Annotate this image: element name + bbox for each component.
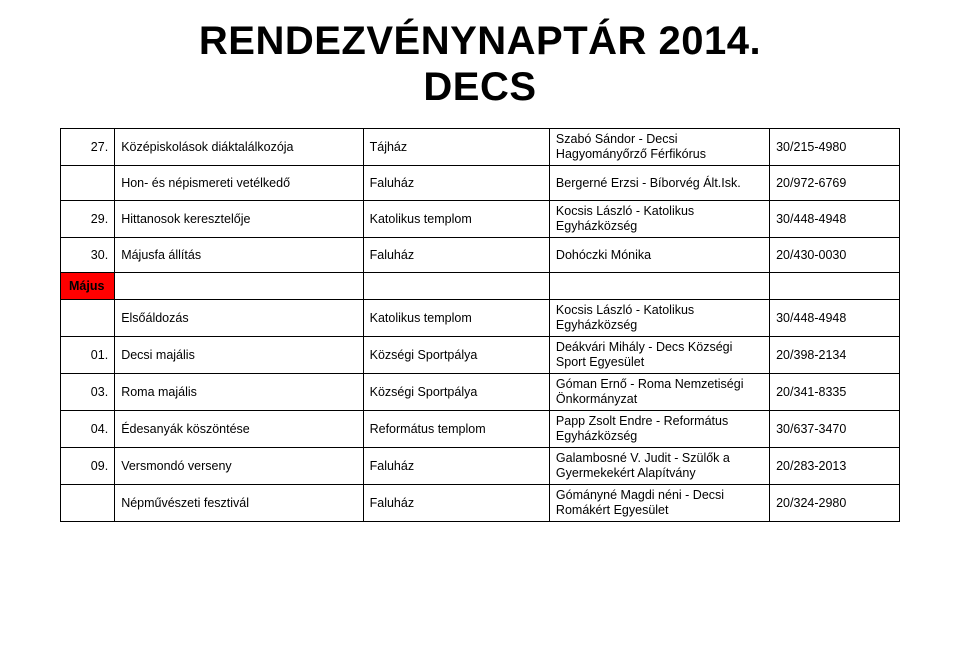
table-row: 01.Decsi majálisKözségi SportpályaDeákvá… (61, 337, 900, 374)
cell-event: Középiskolások diáktalálkozója (115, 129, 363, 166)
cell-phone: 20/324-2980 (770, 485, 900, 522)
cell-phone: 20/430-0030 (770, 238, 900, 273)
cell-phone: 20/341-8335 (770, 374, 900, 411)
cell-phone: 20/398-2134 (770, 337, 900, 374)
cell-number: 09. (61, 448, 115, 485)
cell-organizer: Góman Ernő - Roma Nemzetiségi Önkormányz… (549, 374, 769, 411)
cell-organizer: Papp Zsolt Endre - Református Egyházközs… (549, 411, 769, 448)
table-row: Népművészeti fesztiválFaluházGómányné Ma… (61, 485, 900, 522)
table-row: 09.Versmondó versenyFaluházGalambosné V.… (61, 448, 900, 485)
cell-organizer: Bergerné Erzsi - Bíborvég Ált.Isk. (549, 166, 769, 201)
cell-location: Katolikus templom (363, 201, 549, 238)
table-row: 04.Édesanyák köszöntéseReformátus templo… (61, 411, 900, 448)
cell-number (61, 300, 115, 337)
cell-event: Népművészeti fesztivál (115, 485, 363, 522)
cell-organizer: Dohóczki Mónika (549, 238, 769, 273)
cell-event: Elsőáldozás (115, 300, 363, 337)
table-row: 03.Roma majálisKözségi SportpályaGóman E… (61, 374, 900, 411)
cell-location: Katolikus templom (363, 300, 549, 337)
cell-location: Református templom (363, 411, 549, 448)
table-row: 27.Középiskolások diáktalálkozójaTájházS… (61, 129, 900, 166)
month-separator-row: Május (61, 273, 900, 300)
cell-phone: 20/283-2013 (770, 448, 900, 485)
cell-number: 04. (61, 411, 115, 448)
cell-phone: 30/215-4980 (770, 129, 900, 166)
cell-organizer: Galambosné V. Judit - Szülők a Gyermekek… (549, 448, 769, 485)
empty-cell (115, 273, 363, 300)
cell-event: Versmondó verseny (115, 448, 363, 485)
cell-number: 03. (61, 374, 115, 411)
title-line-1: RENDEZVÉNYNAPTÁR 2014. (60, 18, 900, 64)
cell-number: 30. (61, 238, 115, 273)
cell-event: Édesanyák köszöntése (115, 411, 363, 448)
cell-phone: 20/972-6769 (770, 166, 900, 201)
cell-location: Faluház (363, 238, 549, 273)
cell-number: 01. (61, 337, 115, 374)
empty-cell (363, 273, 549, 300)
cell-event: Roma majális (115, 374, 363, 411)
cell-organizer: Gómányné Magdi néni - Decsi Romákért Egy… (549, 485, 769, 522)
cell-number (61, 485, 115, 522)
title-line-2: DECS (60, 64, 900, 110)
cell-location: Faluház (363, 448, 549, 485)
cell-phone: 30/448-4948 (770, 300, 900, 337)
table-row: 29.Hittanosok keresztelőjeKatolikus temp… (61, 201, 900, 238)
cell-event: Decsi majális (115, 337, 363, 374)
cell-event: Hittanosok keresztelője (115, 201, 363, 238)
cell-number (61, 166, 115, 201)
page-title: RENDEZVÉNYNAPTÁR 2014. DECS (60, 18, 900, 110)
cell-location: Tájház (363, 129, 549, 166)
cell-location: Községi Sportpálya (363, 374, 549, 411)
cell-location: Faluház (363, 166, 549, 201)
cell-organizer: Kocsis László - Katolikus Egyházközség (549, 201, 769, 238)
cell-event: Májusfa állítás (115, 238, 363, 273)
page: RENDEZVÉNYNAPTÁR 2014. DECS 27.Középisko… (0, 0, 960, 662)
cell-organizer: Szabó Sándor - Decsi Hagyományőrző Férfi… (549, 129, 769, 166)
cell-number: 27. (61, 129, 115, 166)
cell-phone: 30/448-4948 (770, 201, 900, 238)
table-row: 30.Májusfa állításFaluházDohóczki Mónika… (61, 238, 900, 273)
empty-cell (770, 273, 900, 300)
cell-location: Községi Sportpálya (363, 337, 549, 374)
table-row: ElsőáldozásKatolikus templomKocsis Lászl… (61, 300, 900, 337)
cell-number: 29. (61, 201, 115, 238)
cell-organizer: Deákvári Mihály - Decs Községi Sport Egy… (549, 337, 769, 374)
cell-organizer: Kocsis László - Katolikus Egyházközség (549, 300, 769, 337)
cell-event: Hon- és népismereti vetélkedő (115, 166, 363, 201)
calendar-table: 27.Középiskolások diáktalálkozójaTájházS… (60, 128, 900, 522)
table-row: Hon- és népismereti vetélkedőFaluházBerg… (61, 166, 900, 201)
empty-cell (549, 273, 769, 300)
cell-location: Faluház (363, 485, 549, 522)
month-label: Május (61, 273, 115, 300)
cell-phone: 30/637-3470 (770, 411, 900, 448)
